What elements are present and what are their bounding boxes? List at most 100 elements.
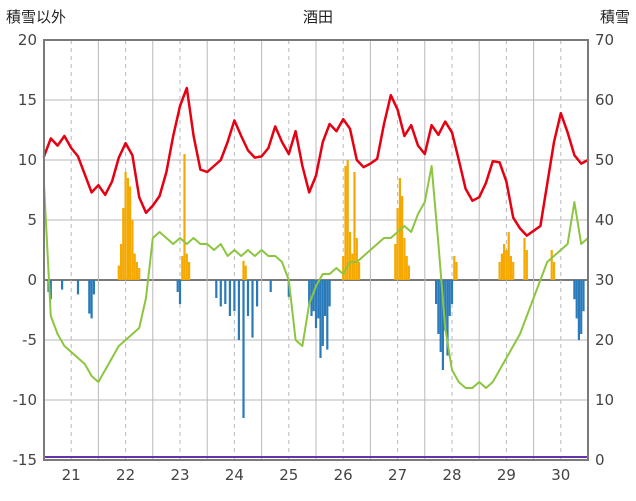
precipitation-bar bbox=[219, 280, 222, 307]
left-axis-tick-label: 15 bbox=[18, 91, 37, 109]
snowfall-bar bbox=[129, 186, 132, 280]
precipitation-bar bbox=[580, 280, 583, 334]
x-axis-tick-label: 23 bbox=[170, 466, 189, 484]
snowfall-bar bbox=[183, 154, 186, 280]
left-axis-tick-label: 5 bbox=[27, 211, 37, 229]
snowfall-bar bbox=[523, 238, 526, 280]
snowfall-bar bbox=[407, 265, 410, 280]
snowfall-bar bbox=[181, 256, 184, 280]
precipitation-bar bbox=[444, 280, 447, 331]
precipitation-bar bbox=[437, 280, 440, 334]
snowfall-bar bbox=[344, 166, 347, 280]
snowfall-bar bbox=[396, 208, 399, 280]
precipitation-bar bbox=[92, 280, 95, 295]
x-axis-tick-label: 30 bbox=[551, 466, 570, 484]
snowfall-bar bbox=[505, 250, 508, 280]
precipitation-bar bbox=[324, 280, 327, 316]
precipitation-bar bbox=[176, 280, 179, 292]
precipitation-bar bbox=[246, 280, 250, 316]
precipitation-bar bbox=[251, 280, 254, 338]
snowfall-bar bbox=[401, 196, 404, 280]
snowfall-bar bbox=[138, 268, 141, 280]
precipitation-bar bbox=[90, 280, 93, 319]
snowfall-bar bbox=[244, 265, 247, 280]
right-axis-tick-label: 0 bbox=[595, 451, 605, 469]
snowfall-bar bbox=[550, 250, 553, 280]
snowfall-bar bbox=[348, 232, 352, 280]
snowfall-bar bbox=[120, 244, 123, 280]
precipitation-bar bbox=[237, 280, 240, 340]
precipitation-bar bbox=[215, 280, 218, 298]
precipitation-bar bbox=[256, 280, 259, 307]
snowfall-bar bbox=[405, 256, 408, 280]
snowfall-bar bbox=[346, 160, 349, 280]
snowfall-bar bbox=[507, 232, 510, 280]
snowfall-bar bbox=[512, 262, 515, 280]
left-axis-tick-label: -10 bbox=[13, 391, 38, 409]
snowfall-bar bbox=[394, 244, 397, 280]
right-axis-tick-label: 20 bbox=[595, 331, 614, 349]
chart-header: 積雪以外 酒田 積雪 bbox=[0, 6, 636, 30]
precipitation-bar bbox=[88, 280, 91, 314]
precipitation-bar bbox=[319, 280, 322, 358]
snowfall-bar bbox=[122, 208, 125, 280]
precipitation-bar bbox=[577, 280, 580, 340]
right-axis-tick-label: 60 bbox=[595, 91, 614, 109]
precipitation-bar bbox=[269, 280, 272, 292]
left-axis-tick-label: -15 bbox=[13, 451, 38, 469]
snowfall-bar bbox=[453, 256, 456, 280]
precipitation-bar bbox=[582, 280, 585, 312]
precipitation-bar bbox=[321, 280, 324, 346]
right-axis-tick-label: 70 bbox=[595, 31, 614, 49]
snowfall-bar bbox=[498, 262, 501, 280]
left-axis-tick-label: 10 bbox=[18, 151, 37, 169]
snowfall-bar bbox=[117, 265, 120, 280]
precipitation-bar bbox=[446, 280, 449, 356]
snowfall-bar bbox=[525, 250, 528, 280]
precipitation-bar bbox=[573, 280, 576, 300]
left-axis-title: 積雪以外 bbox=[6, 8, 67, 26]
snowfall-bar bbox=[133, 253, 136, 280]
precipitation-bar bbox=[312, 280, 315, 312]
x-axis-tick-label: 28 bbox=[442, 466, 461, 484]
left-axis-tick-label: 20 bbox=[18, 31, 37, 49]
x-axis-tick-label: 22 bbox=[116, 466, 135, 484]
right-axis-title: 積雪 bbox=[599, 8, 630, 26]
snowfall-bar bbox=[353, 172, 356, 280]
chart-title: 酒田 bbox=[302, 8, 333, 26]
plot-border bbox=[43, 39, 589, 461]
snowfall-bar bbox=[188, 262, 191, 280]
x-axis-tick-label: 21 bbox=[62, 466, 81, 484]
temperature-line bbox=[42, 86, 590, 237]
snowfall-bar bbox=[355, 238, 358, 280]
snowfall-bar bbox=[358, 262, 361, 280]
snowfall-bar bbox=[342, 256, 345, 280]
snowfall-bar bbox=[131, 220, 134, 280]
precipitation-bar bbox=[317, 280, 320, 319]
snowfall-bar bbox=[242, 260, 245, 280]
snow-depth-line bbox=[43, 165, 589, 389]
right-axis-tick-label: 50 bbox=[595, 151, 614, 169]
precipitation-bar bbox=[575, 280, 578, 319]
precipitation-bar bbox=[326, 280, 329, 350]
snowfall-bar bbox=[403, 238, 406, 280]
precipitation-bar bbox=[450, 280, 454, 304]
snowfall-bar bbox=[135, 262, 138, 280]
snowfall-bar bbox=[351, 253, 354, 280]
left-axis-tick-label: -5 bbox=[22, 331, 37, 349]
left-axis-tick-label: 0 bbox=[27, 271, 37, 289]
precipitation-bar bbox=[242, 280, 245, 418]
x-axis-tick-label: 27 bbox=[388, 466, 407, 484]
precipitation-bar bbox=[448, 280, 451, 316]
x-axis-tick-label: 29 bbox=[497, 466, 516, 484]
precipitation-bar bbox=[441, 280, 444, 370]
right-axis-tick-label: 40 bbox=[595, 211, 614, 229]
x-axis-tick-label: 26 bbox=[334, 466, 353, 484]
snowfall-bar bbox=[185, 253, 188, 280]
precipitation-bar bbox=[308, 280, 311, 304]
snowfall-bar bbox=[552, 262, 556, 280]
precipitation-bar bbox=[328, 280, 331, 307]
snowfall-bar bbox=[126, 178, 129, 280]
snowfall-bar bbox=[124, 172, 127, 280]
